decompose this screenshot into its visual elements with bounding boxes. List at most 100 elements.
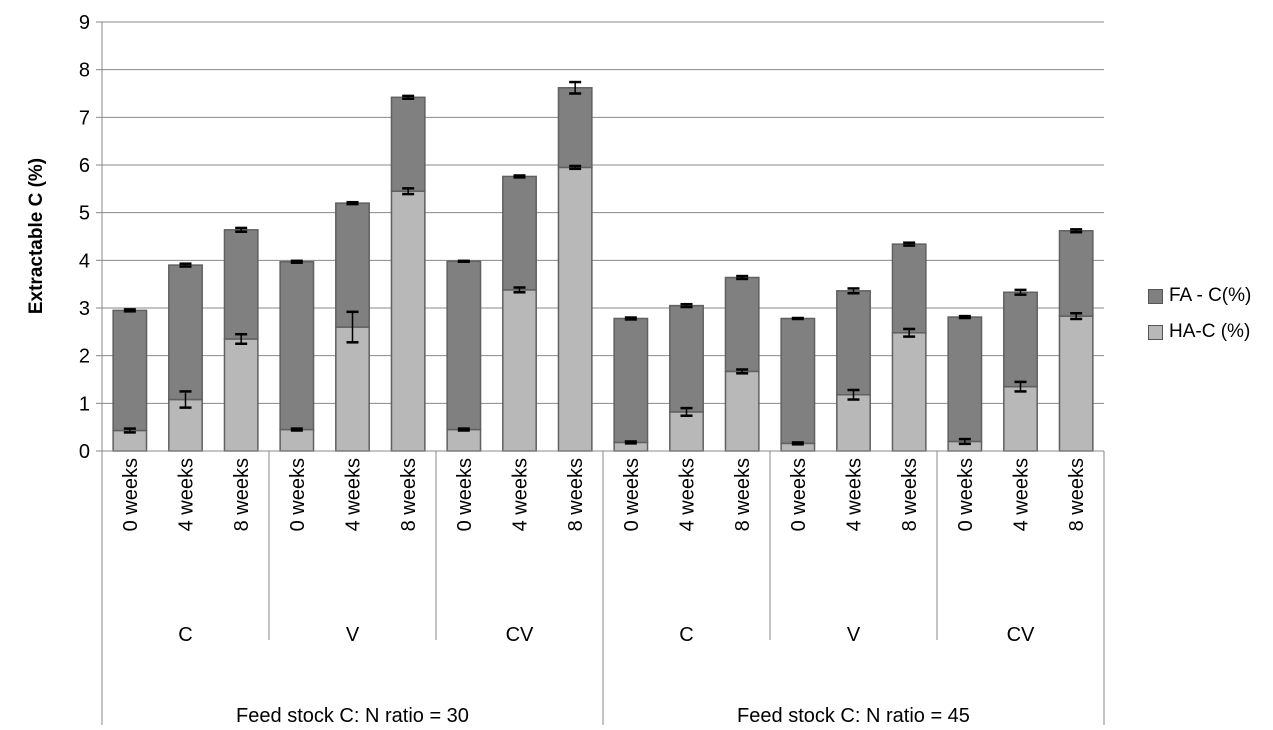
error-bar-fa-c [346, 200, 359, 206]
bar-fa-c [223, 229, 259, 340]
x-category-label: 0 weeks [788, 458, 810, 531]
y-tick-label: 0 [79, 441, 90, 463]
error-bar-fa-c [847, 287, 860, 295]
error-bar-ha-c [1014, 380, 1027, 393]
bar-ha-c [1003, 385, 1038, 452]
x-subgroup-label: C [178, 624, 192, 646]
error-bar-ha-c [736, 368, 749, 375]
bar-fa-c [279, 261, 315, 431]
error-bars [123, 80, 1083, 446]
legend-item-fa-c: FA - C(%) [1148, 278, 1251, 314]
error-bar-fa-c [958, 314, 971, 320]
error-bar-fa-c [791, 316, 804, 321]
legend-item-ha-c: HA-C (%) [1148, 314, 1251, 350]
bar-ha-c [335, 326, 370, 452]
legend-label-ha-c: HA-C (%) [1169, 321, 1251, 342]
legend-swatch-fa-c [1148, 288, 1163, 304]
error-bar-ha-c [624, 440, 637, 445]
error-bar-fa-c [513, 174, 526, 179]
error-bar-fa-c [457, 259, 470, 264]
bar-ha-c [669, 411, 704, 452]
error-bar-fa-c [235, 226, 248, 233]
x-category-label: 4 weeks [677, 458, 699, 531]
legend-swatch-ha-c [1148, 324, 1163, 340]
x-subgroup-label: C [679, 624, 693, 646]
bar-fa-c [168, 264, 203, 401]
x-category-label: 8 weeks [398, 458, 420, 531]
bar-fa-c [836, 290, 871, 396]
bar-fa-c [613, 317, 649, 444]
bar-ha-c [502, 289, 537, 452]
bar-ha-c [836, 394, 871, 452]
error-bar-ha-c [123, 427, 136, 434]
x-category-label: 4 weeks [176, 458, 198, 531]
bar-fa-c [891, 243, 927, 334]
x-group-label: Feed stock C: N ratio = 45 [737, 705, 970, 725]
error-bar-ha-c [569, 164, 582, 171]
error-bar-fa-c [123, 308, 136, 313]
y-axis-label: Extractable C (%) [26, 158, 47, 314]
error-bar-fa-c [402, 94, 415, 100]
y-tick-labels: 0 1 2 3 4 5 6 7 8 9 [79, 12, 90, 463]
error-bar-ha-c [457, 427, 470, 432]
error-bar-fa-c [290, 259, 303, 264]
bar-ha-c [724, 370, 760, 452]
bar-ha-c [390, 190, 426, 452]
gridlines [102, 21, 1104, 404]
x-subgroup-label: V [847, 624, 861, 646]
bar-fa-c [502, 175, 537, 291]
x-subgroup-label: CV [1007, 624, 1035, 646]
error-bar-ha-c [958, 437, 971, 446]
bar-fa-c [446, 260, 482, 431]
y-tick-label: 2 [79, 346, 90, 368]
error-bar-ha-c [791, 441, 804, 446]
bar-fa-c [669, 304, 704, 413]
x-subgroup-label: CV [506, 624, 534, 646]
error-bar-ha-c [903, 327, 916, 338]
x-category-label: 8 weeks [732, 458, 754, 531]
x-category-label: 8 weeks [899, 458, 921, 531]
error-bar-fa-c [736, 274, 749, 281]
error-bar-fa-c [903, 241, 916, 247]
x-category-label: 8 weeks [231, 458, 253, 531]
y-tick-label: 7 [79, 107, 90, 129]
error-bar-ha-c [1070, 311, 1083, 321]
error-bar-ha-c [290, 427, 303, 432]
bar-fa-c [390, 96, 426, 192]
x-category-label: 0 weeks [287, 458, 309, 531]
error-bar-ha-c [680, 406, 693, 417]
bar-ha-c [446, 428, 482, 452]
x-category-label: 4 weeks [343, 458, 365, 531]
error-bar-ha-c [513, 286, 526, 294]
x-category-label: 8 weeks [565, 458, 587, 531]
bar-fa-c [112, 309, 148, 432]
legend: FA - C(%) HA-C (%) [1148, 278, 1251, 350]
error-bar-ha-c [235, 332, 248, 345]
bar-ha-c [279, 428, 315, 452]
x-category-label: 4 weeks [1011, 458, 1033, 531]
bar-ha-c [557, 166, 593, 452]
bar-ha-c [223, 338, 259, 452]
error-bar-fa-c [1070, 228, 1083, 234]
bar-ha-c [891, 332, 927, 452]
error-bar-fa-c [680, 302, 693, 309]
x-category-label: 0 weeks [621, 458, 643, 531]
bar-fa-c [1003, 291, 1038, 388]
bar-ha-c [1058, 315, 1094, 452]
x-group-label: Feed stock C: N ratio = 30 [236, 705, 469, 725]
bar-fa-c [335, 202, 370, 328]
x-category-labels: 0 weeks 4 weeks 8 weeks 0 weeks 4 weeks 8 wee… [120, 458, 1088, 727]
bars [112, 87, 1094, 452]
error-bar-ha-c [847, 388, 860, 401]
error-bar-fa-c [624, 316, 637, 321]
x-category-label: 0 weeks [454, 458, 476, 531]
x-category-label: 4 weeks [510, 458, 532, 531]
error-bar-ha-c [346, 310, 359, 344]
error-bar-fa-c [1014, 288, 1027, 296]
x-category-label: 8 weeks [1066, 458, 1088, 531]
y-tick-label: 1 [79, 393, 90, 415]
axes [96, 21, 1105, 725]
error-bar-ha-c [402, 187, 415, 196]
